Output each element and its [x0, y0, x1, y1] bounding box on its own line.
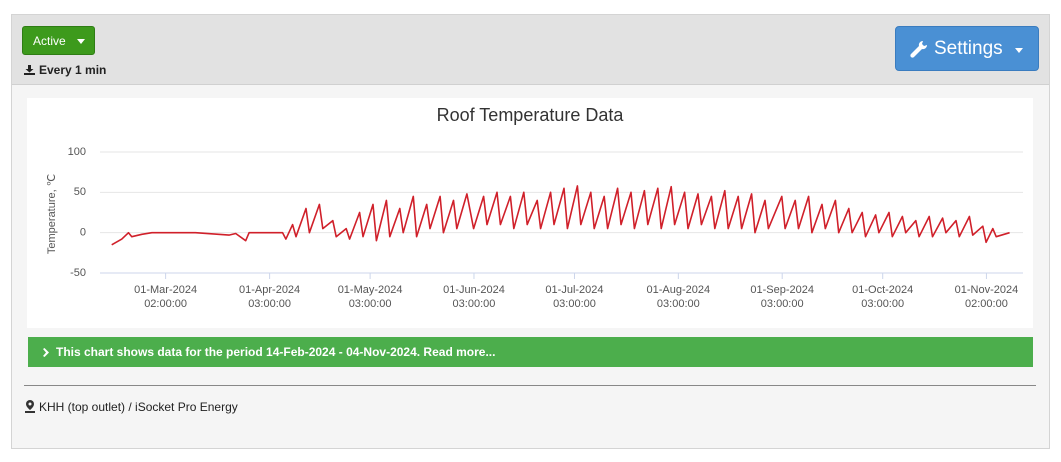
x-tick-label: 03:00:00 — [861, 298, 904, 310]
y-tick-label: 0 — [80, 227, 86, 239]
settings-text: Settings — [934, 38, 1003, 59]
x-tick-label: 02:00:00 — [144, 298, 187, 310]
info-text: This chart shows data for the period 14-… — [56, 345, 496, 359]
x-tick-label: 01-Aug-2024 — [647, 284, 711, 296]
temperature-line — [111, 185, 1010, 246]
panel: Active Every 1 min Settings Roof Tempera… — [11, 14, 1050, 449]
location: KHH (top outlet) / iSocket Pro Energy — [39, 400, 238, 414]
x-tick-label: 01-Apr-2024 — [239, 284, 300, 296]
x-tick-label: 01-Sep-2024 — [750, 284, 814, 296]
x-tick-label: 01-Jul-2024 — [545, 284, 603, 296]
chart-container: Roof Temperature Data Temperature, ℃ -50… — [27, 98, 1033, 328]
y-tick-label: 50 — [74, 186, 86, 198]
y-axis-label: Temperature, ℃ — [46, 174, 58, 254]
x-tick-label: 03:00:00 — [453, 298, 496, 310]
chart: Roof Temperature Data Temperature, ℃ -50… — [46, 105, 1023, 310]
chevron — [43, 348, 49, 357]
caret — [1015, 48, 1023, 53]
x-tick-label: 03:00:00 — [553, 298, 596, 310]
y-tick-label: -50 — [70, 267, 86, 279]
x-tick-label: 03:00:00 — [349, 298, 392, 310]
x-tick-label: 01-Nov-2024 — [955, 284, 1019, 296]
divider — [24, 385, 1036, 386]
toolbar: Active Every 1 min Settings — [12, 15, 1049, 85]
info-bar[interactable]: This chart shows data for the period 14-… — [28, 337, 1033, 367]
download-icon — [24, 65, 35, 75]
x-tick-label: 02:00:00 — [965, 298, 1008, 310]
x-tick-label: 03:00:00 — [761, 298, 804, 310]
pin-icon — [25, 400, 35, 413]
y-tick-label: 100 — [68, 146, 86, 158]
x-tick-label: 03:00:00 — [657, 298, 700, 310]
x-tick-label: 03:00:00 — [248, 298, 291, 310]
x-tick-label: 01-May-2024 — [338, 284, 403, 296]
settings-button[interactable]: Settings — [895, 26, 1039, 71]
interval: Every 1 min — [39, 63, 107, 77]
caret — [77, 39, 85, 44]
x-tick-label: 01-Oct-2024 — [852, 284, 913, 296]
x-tick-label: 01-Jun-2024 — [443, 284, 505, 296]
chart-title: Roof Temperature Data — [437, 105, 625, 125]
status-button[interactable]: Active — [22, 26, 95, 55]
x-tick-label: 01-Mar-2024 — [134, 284, 197, 296]
status-text: Active — [33, 34, 66, 48]
wrench-icon — [910, 40, 928, 58]
